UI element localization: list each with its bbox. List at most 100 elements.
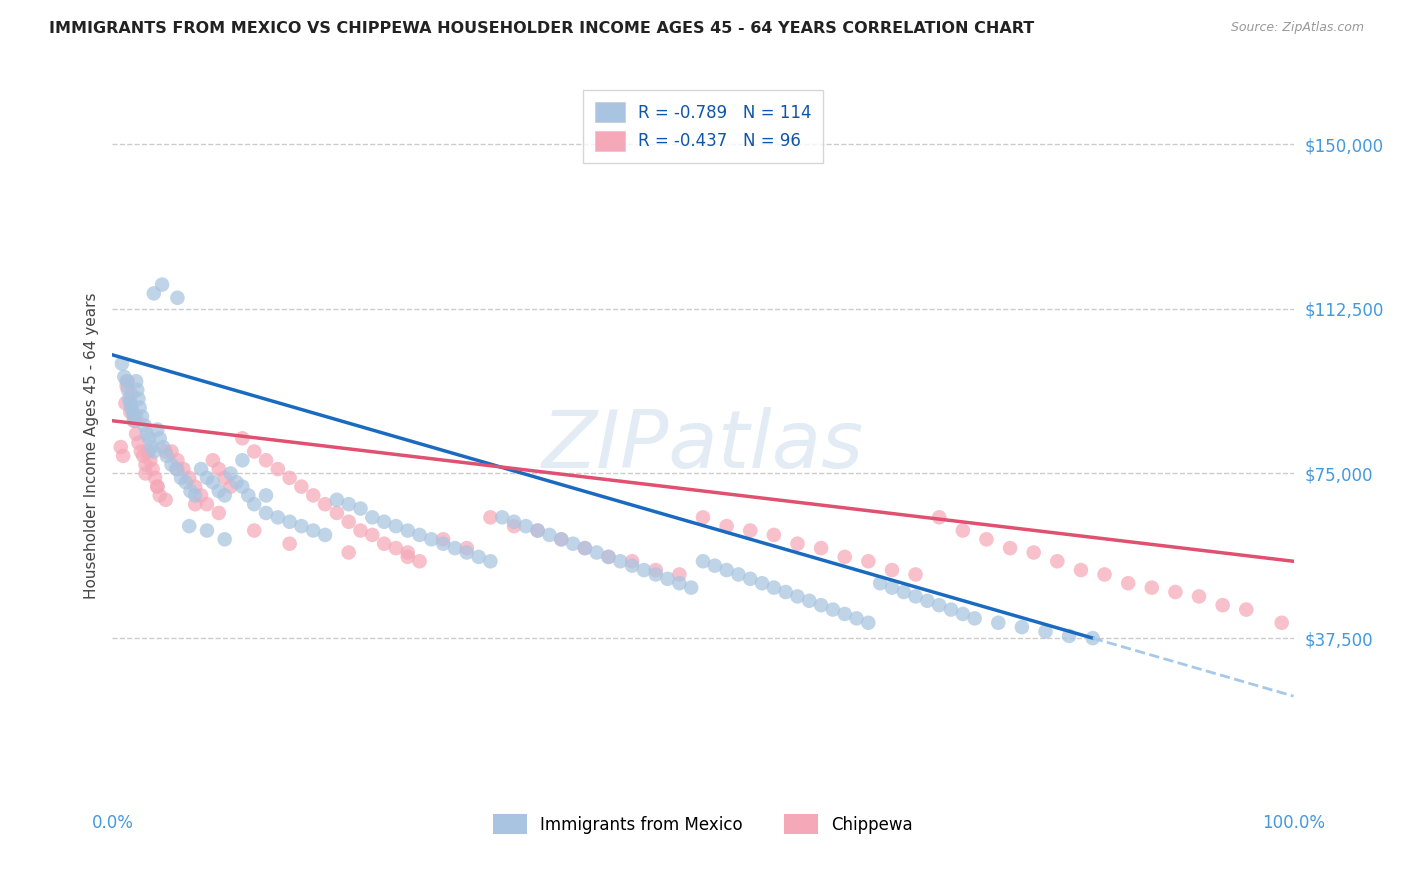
Point — [127, 392, 149, 406]
Point — [201, 475, 224, 490]
Point — [668, 567, 690, 582]
Legend: Immigrants from Mexico, Chippewa: Immigrants from Mexico, Chippewa — [486, 807, 920, 841]
Point — [243, 444, 266, 458]
Point — [692, 510, 714, 524]
Point — [231, 480, 253, 494]
Point — [987, 615, 1010, 630]
Point — [117, 374, 139, 388]
Point — [716, 519, 738, 533]
Point — [1022, 545, 1045, 559]
Point — [668, 576, 690, 591]
Point — [125, 409, 148, 424]
Point — [122, 409, 145, 424]
Point — [243, 497, 266, 511]
Point — [243, 524, 266, 538]
Point — [141, 440, 163, 454]
Point — [1271, 615, 1294, 630]
Point — [120, 405, 142, 419]
Point — [681, 581, 703, 595]
Point — [869, 576, 891, 591]
Point — [136, 444, 159, 458]
Point — [858, 554, 880, 568]
Point — [762, 528, 785, 542]
Point — [963, 611, 986, 625]
Point — [125, 426, 148, 441]
Point — [503, 519, 526, 533]
Point — [214, 488, 236, 502]
Point — [142, 462, 165, 476]
Point — [118, 392, 141, 406]
Point — [1116, 576, 1139, 591]
Point — [373, 537, 395, 551]
Point — [834, 607, 856, 621]
Point — [609, 554, 631, 568]
Point — [184, 480, 207, 494]
Point — [115, 374, 138, 388]
Point — [692, 554, 714, 568]
Point — [538, 528, 561, 542]
Point — [179, 519, 201, 533]
Point — [526, 524, 548, 538]
Point — [184, 488, 207, 502]
Point — [904, 590, 927, 604]
Point — [149, 488, 172, 502]
Point — [254, 453, 277, 467]
Point — [155, 444, 177, 458]
Point — [128, 401, 150, 415]
Point — [893, 585, 915, 599]
Point — [716, 563, 738, 577]
Point — [952, 524, 974, 538]
Point — [337, 515, 360, 529]
Point — [1070, 563, 1092, 577]
Point — [201, 453, 224, 467]
Point — [526, 524, 548, 538]
Point — [190, 462, 212, 476]
Point — [1188, 590, 1211, 604]
Point — [166, 462, 188, 476]
Point — [740, 572, 762, 586]
Point — [1057, 629, 1080, 643]
Point — [456, 541, 478, 555]
Point — [845, 611, 868, 625]
Point — [432, 533, 454, 547]
Point — [110, 440, 132, 454]
Point — [314, 528, 336, 542]
Point — [396, 524, 419, 538]
Point — [562, 537, 585, 551]
Point — [1164, 585, 1187, 599]
Point — [1081, 631, 1104, 645]
Point — [880, 581, 903, 595]
Point — [122, 414, 145, 428]
Point — [278, 537, 301, 551]
Point — [135, 426, 157, 441]
Point — [880, 563, 903, 577]
Point — [139, 453, 162, 467]
Point — [160, 458, 183, 472]
Point — [834, 549, 856, 564]
Point — [142, 286, 165, 301]
Point — [127, 435, 149, 450]
Point — [120, 396, 142, 410]
Point — [633, 563, 655, 577]
Point — [1094, 567, 1116, 582]
Point — [195, 471, 218, 485]
Point — [574, 541, 596, 555]
Point — [121, 405, 143, 419]
Point — [231, 453, 253, 467]
Point — [114, 396, 136, 410]
Point — [928, 510, 950, 524]
Point — [644, 563, 666, 577]
Point — [135, 458, 157, 472]
Point — [644, 567, 666, 582]
Point — [762, 581, 785, 595]
Point — [131, 409, 153, 424]
Point — [129, 444, 152, 458]
Point — [166, 453, 188, 467]
Point — [267, 510, 290, 524]
Point — [821, 602, 844, 616]
Point — [456, 545, 478, 559]
Point — [267, 462, 290, 476]
Point — [598, 549, 620, 564]
Point — [219, 480, 242, 494]
Point — [337, 497, 360, 511]
